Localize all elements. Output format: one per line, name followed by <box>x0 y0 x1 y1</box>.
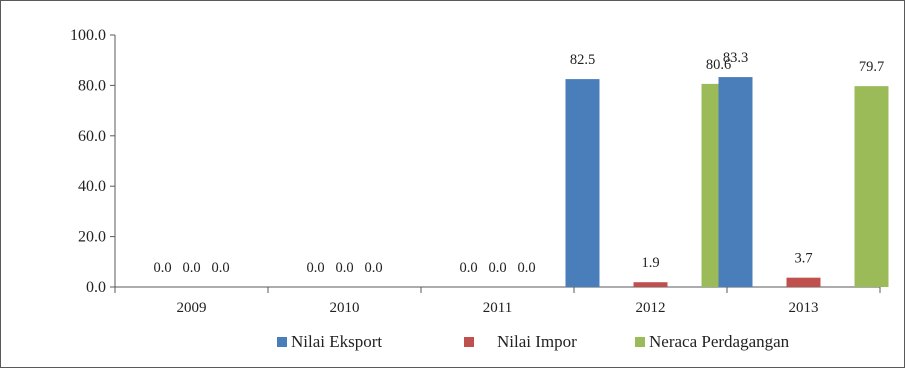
y-tick-label: 60.0 <box>78 128 106 145</box>
legend-label: Nilai Eksport <box>291 332 382 351</box>
legend: Nilai Eksport Nilai Impor Neraca Perdagang… <box>277 332 790 351</box>
bars <box>565 77 889 287</box>
data-label: 0.0 <box>364 260 382 276</box>
x-tick-label: 2013 <box>789 300 819 316</box>
y-tick-label: 80.0 <box>78 77 106 94</box>
data-label: 0.0 <box>459 260 477 276</box>
legend-label: Neraca Perdagangan <box>649 332 790 351</box>
data-label: 0.0 <box>306 260 324 276</box>
x-tick-label: 2010 <box>330 300 360 316</box>
data-labels: 0.0 0.0 0.0 0.0 0.0 0.0 0.0 0.0 0.0 82.5 1.9 80.683… <box>153 50 884 276</box>
y-tick-label: 20.0 <box>78 229 106 246</box>
data-label: 79.7 <box>859 59 884 75</box>
data-label: 83.3 <box>723 50 748 66</box>
x-tick-label: 2011 <box>483 300 512 316</box>
legend-swatch <box>464 337 474 347</box>
data-label: 0.0 <box>153 260 171 276</box>
data-label: 0.0 <box>335 260 353 276</box>
data-label: 0.0 <box>488 260 506 276</box>
axes: 0.0 20.0 40.0 60.0 80.0 100.0 2009 2010 2011 2012… <box>70 27 881 316</box>
data-label: 80.6 <box>706 57 731 73</box>
bar-nilai-impor <box>633 282 668 287</box>
bar-nilai-impor <box>786 277 821 287</box>
data-label: 0.0 <box>517 260 535 276</box>
data-label: 3.7 <box>794 251 812 267</box>
legend-label: Nilai Impor <box>497 332 577 351</box>
y-tick-label: 100.0 <box>70 27 106 44</box>
x-tick-label: 2012 <box>636 300 666 316</box>
data-label: 82.5 <box>570 52 595 68</box>
x-tick-label: 2009 <box>177 300 207 316</box>
bar-neraca-perdagangan <box>854 86 889 287</box>
bar-nilai-eksport <box>565 79 600 287</box>
y-tick-label: 40.0 <box>78 178 106 195</box>
data-label: 1.9 <box>641 255 659 271</box>
y-tick-label: 0.0 <box>86 279 106 296</box>
legend-swatch <box>277 337 287 347</box>
data-label: 0.0 <box>211 260 229 276</box>
bar-nilai-eksport <box>718 77 753 287</box>
legend-swatch <box>635 337 645 347</box>
data-label: 0.0 <box>182 260 200 276</box>
